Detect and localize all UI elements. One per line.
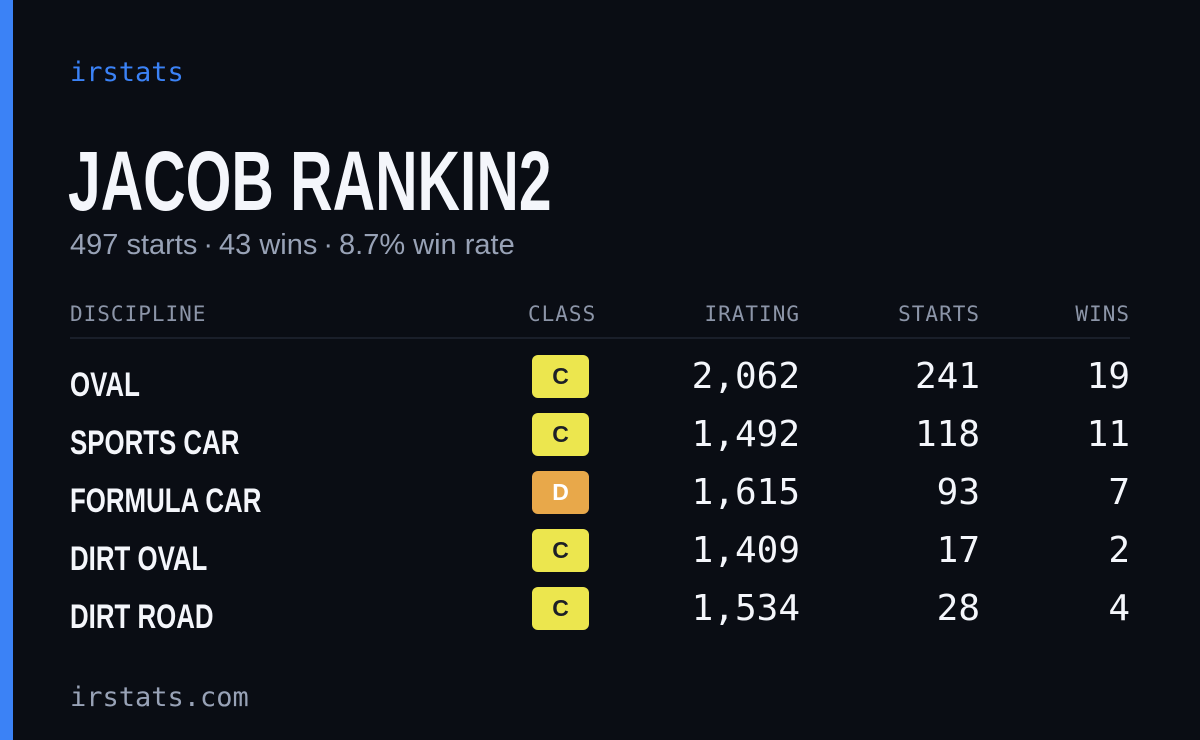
wins-value: 19	[1086, 356, 1130, 397]
discipline-name: OVAL	[70, 366, 140, 404]
wins-value: 11	[1086, 414, 1130, 455]
header-discipline: DISCIPLINE	[70, 302, 207, 326]
discipline-name: SPORTS CAR	[70, 424, 240, 462]
starts-summary: 497 starts	[70, 229, 198, 261]
starts-value: 28	[936, 588, 980, 629]
brand-logo: irstats	[70, 57, 184, 88]
starts-value: 93	[936, 472, 980, 513]
starts-value: 118	[914, 414, 980, 455]
wins-value: 2	[1108, 530, 1130, 571]
class-badge: D	[532, 471, 589, 514]
class-badge: C	[532, 355, 589, 398]
discipline-name: DIRT ROAD	[70, 598, 214, 636]
stats-table: DISCIPLINE CLASS IRATING STARTS WINS OVA…	[70, 296, 1130, 645]
summary-separator: ·	[323, 229, 334, 261]
footer-url: irstats.com	[70, 682, 249, 713]
win-rate-summary: 8.7% win rate	[339, 229, 515, 261]
irating-value: 1,492	[691, 414, 800, 455]
class-badge: C	[532, 529, 589, 572]
irating-value: 1,534	[691, 588, 800, 629]
header-class: CLASS	[528, 302, 597, 326]
driver-summary: 497 starts · 43 wins · 8.7% win rate	[70, 228, 515, 262]
table-row: DIRT ROAD C 1,534 28 4	[70, 587, 1130, 645]
table-row: SPORTS CAR C 1,492 118 11	[70, 413, 1130, 471]
starts-value: 17	[936, 530, 980, 571]
wins-value: 7	[1108, 472, 1130, 513]
irating-value: 2,062	[691, 356, 800, 397]
wins-summary: 43 wins	[219, 229, 318, 261]
class-badge: C	[532, 413, 589, 456]
table-body: OVAL C 2,062 241 19 SPORTS CAR C 1,492 118 11 FORM…	[70, 339, 1130, 645]
header-irating: IRATING	[704, 302, 800, 326]
driver-name: JACOB RANKIN2	[68, 134, 552, 228]
table-header: DISCIPLINE CLASS IRATING STARTS WINS	[70, 296, 1130, 339]
irating-value: 1,409	[691, 530, 800, 571]
irating-value: 1,615	[691, 472, 800, 513]
header-wins: WINS	[1075, 302, 1130, 326]
discipline-name: DIRT OVAL	[70, 540, 208, 578]
summary-separator: ·	[203, 229, 214, 261]
class-badge: C	[532, 587, 589, 630]
starts-value: 241	[914, 356, 980, 397]
table-row: DIRT OVAL C 1,409 17 2	[70, 529, 1130, 587]
table-row: FORMULA CAR D 1,615 93 7	[70, 471, 1130, 529]
header-starts: STARTS	[898, 302, 980, 326]
wins-value: 4	[1108, 588, 1130, 629]
table-row: OVAL C 2,062 241 19	[70, 355, 1130, 413]
accent-bar	[0, 0, 13, 740]
discipline-name: FORMULA CAR	[70, 482, 262, 520]
